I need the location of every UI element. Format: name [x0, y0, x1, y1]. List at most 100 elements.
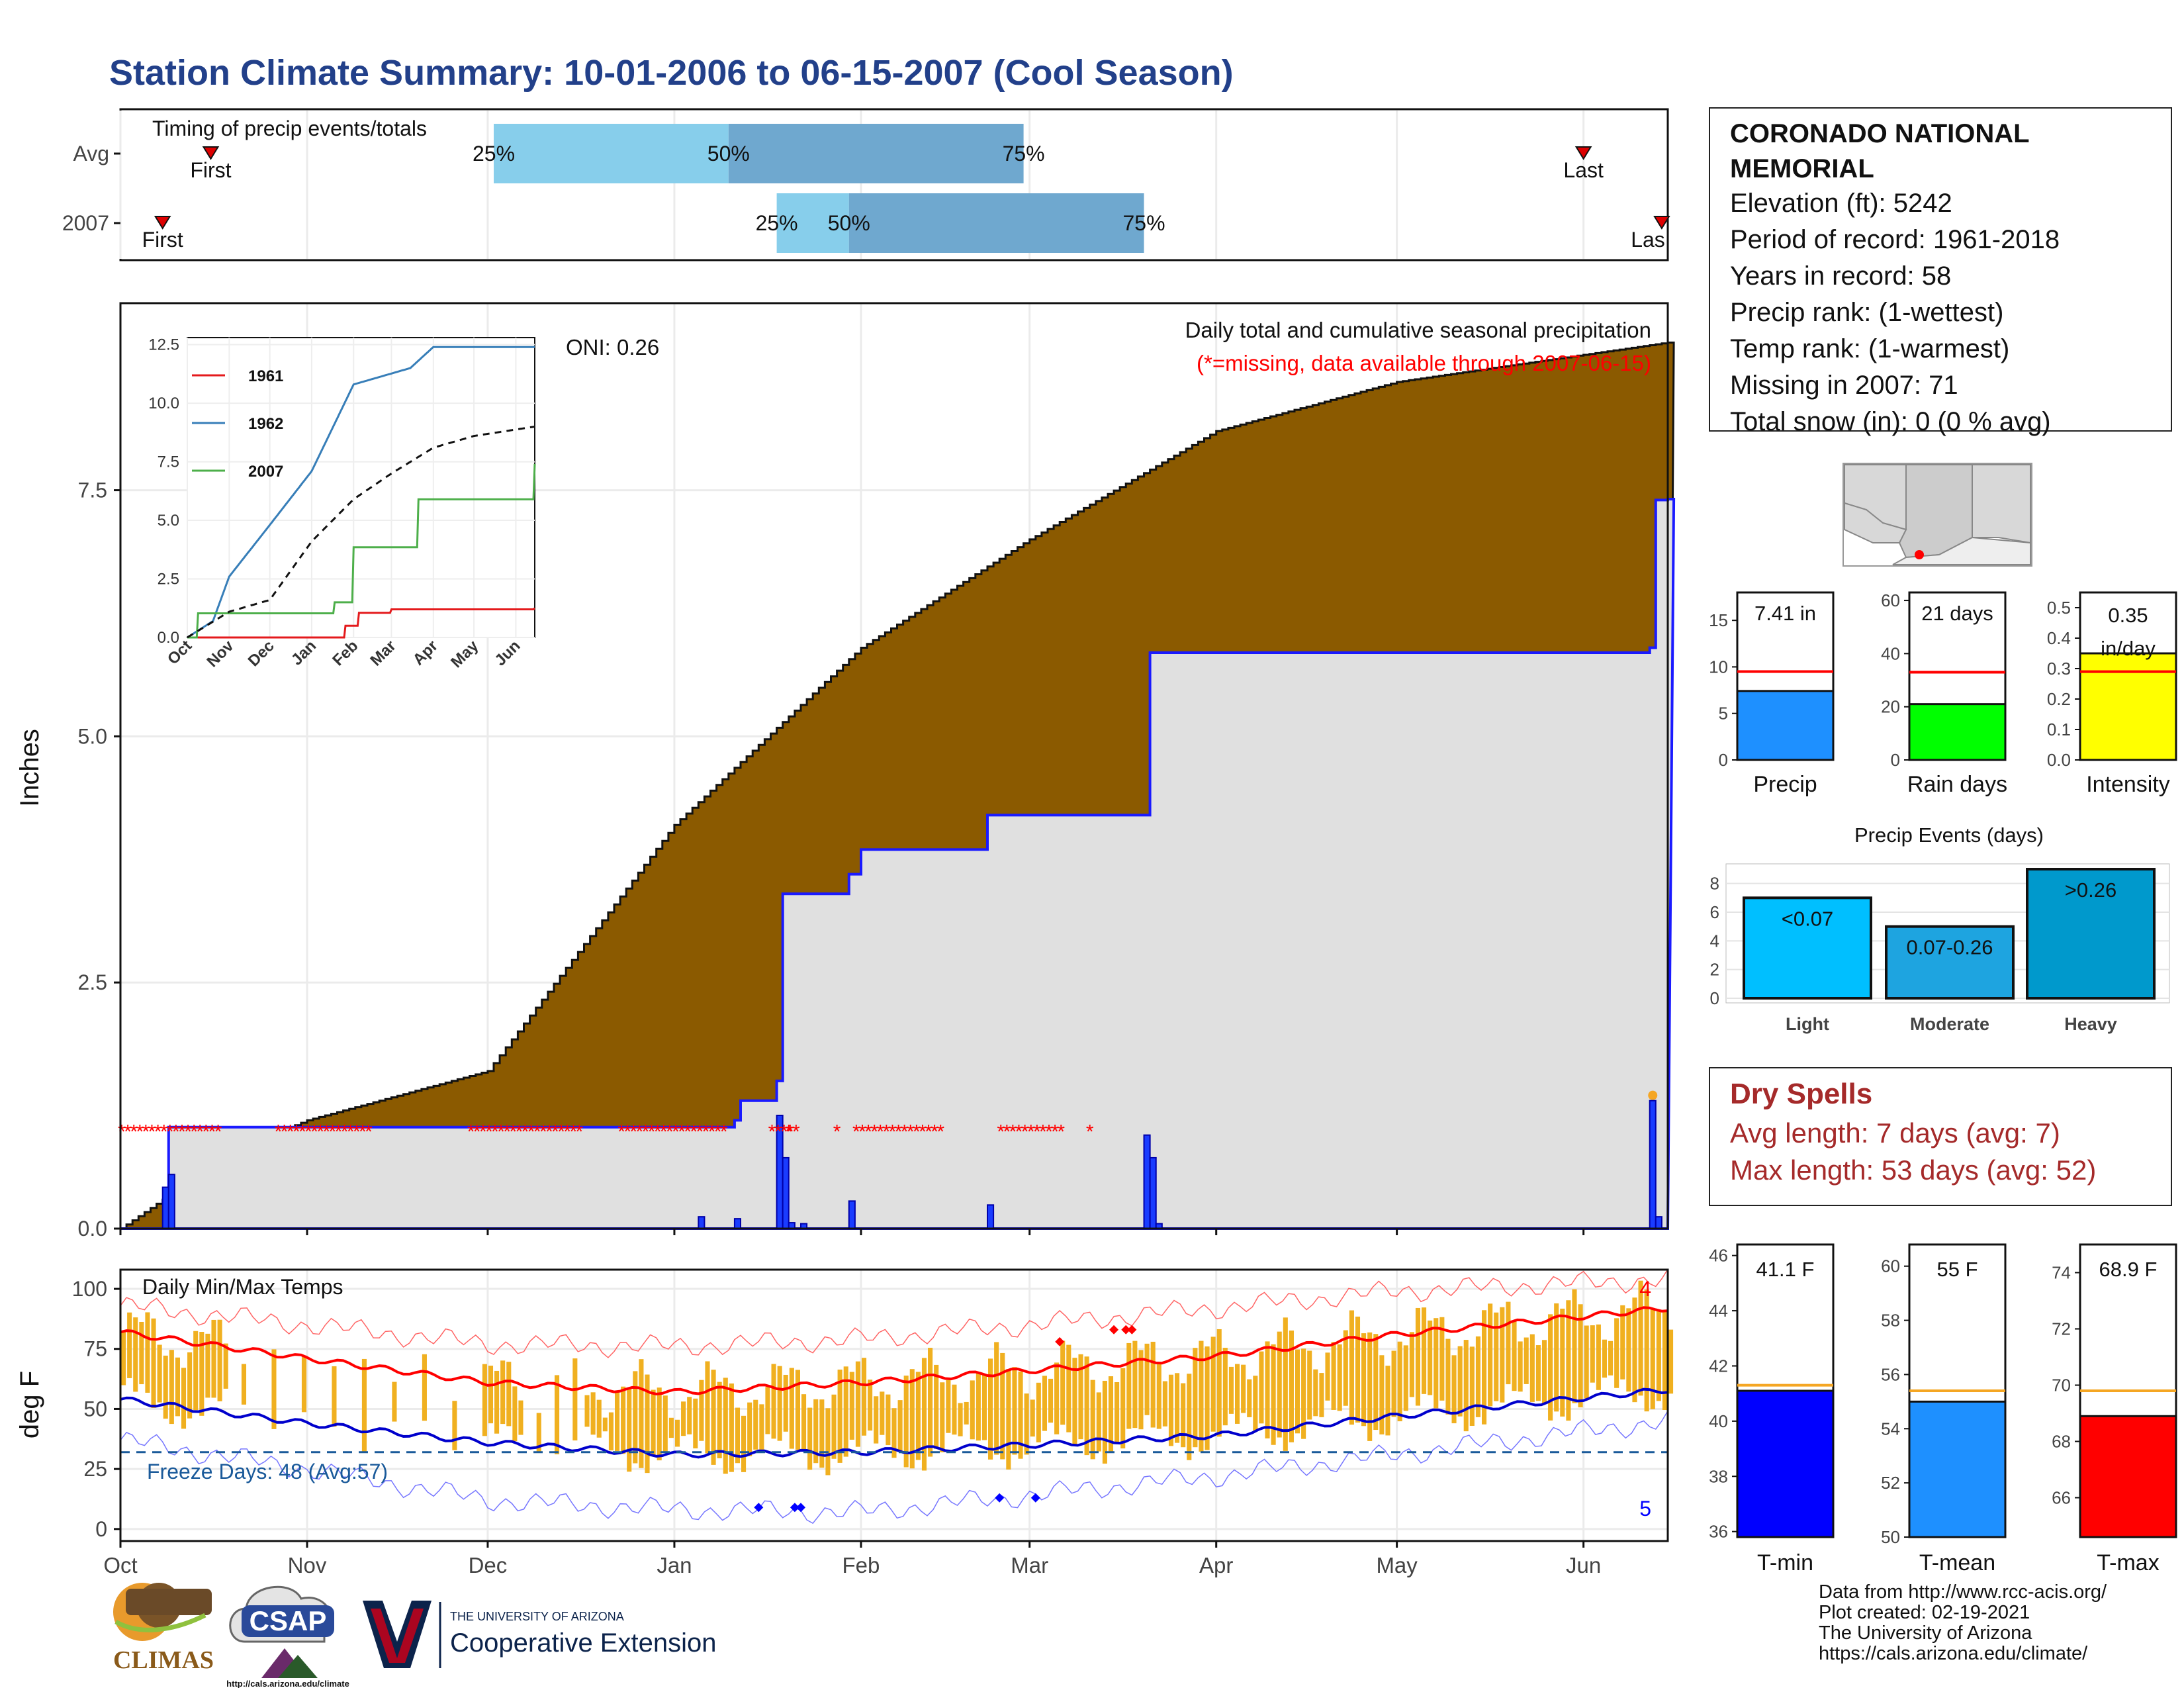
- missing-data-mark: *: [684, 1121, 692, 1143]
- daily-precip-bar: [1649, 1100, 1657, 1229]
- daily-temp-bar: [494, 1370, 500, 1434]
- daily-temp-bar: [1205, 1346, 1210, 1450]
- daily-temp-bar: [1283, 1317, 1288, 1451]
- daily-temp-bar: [506, 1362, 512, 1427]
- dry-spells-avg: Avg length: 7 days (avg: 7): [1730, 1117, 2060, 1149]
- mini-bar-value: [1908, 703, 2007, 761]
- missing-data-mark: *: [551, 1121, 559, 1143]
- daily-temp-bar: [1403, 1345, 1408, 1411]
- mini-bar-y-tick-label: 0.3: [2047, 659, 2071, 679]
- missing-data-mark: *: [184, 1121, 192, 1143]
- daily-temp-bar: [422, 1354, 427, 1421]
- daily-temp-bar: [657, 1387, 662, 1461]
- daily-temp-bar: [645, 1374, 650, 1474]
- daily-temp-bar: [1422, 1307, 1427, 1394]
- daily-temp-bar: [211, 1319, 216, 1398]
- daily-temp-bar: [940, 1382, 945, 1453]
- missing-data-mark: *: [341, 1121, 349, 1143]
- missing-data-mark: *: [1051, 1121, 1059, 1143]
- missing-data-mark: *: [172, 1121, 180, 1143]
- daily-temp-bar: [1662, 1311, 1667, 1411]
- daily-temp-bar: [1126, 1342, 1132, 1429]
- mini-bar-value: [2079, 652, 2177, 761]
- daily-precip-bar: [848, 1200, 856, 1229]
- record-low-marker: [754, 1503, 764, 1513]
- daily-temp-bar: [1175, 1373, 1180, 1443]
- missing-data-mark: *: [889, 1121, 897, 1143]
- daily-temp-bar: [813, 1399, 819, 1464]
- timing-q75-label: 75%: [1123, 211, 1165, 235]
- daily-temp-bar: [1560, 1308, 1565, 1417]
- missing-data-mark: *: [275, 1121, 283, 1143]
- temp-y-tick-label: 100: [72, 1277, 107, 1301]
- daily-temp-bar: [1518, 1341, 1523, 1392]
- missing-data-mark: *: [1086, 1121, 1094, 1143]
- ua-logo-big: Cooperative Extension: [450, 1628, 716, 1658]
- temp-mini-value-label: 68.9 F: [2099, 1258, 2158, 1281]
- missing-data-mark: *: [936, 1121, 944, 1143]
- daily-temp-bar: [958, 1403, 963, 1436]
- daily-temp-bar: [1301, 1348, 1306, 1439]
- daily-temp-bar: [1156, 1364, 1161, 1429]
- daily-temp-bar: [771, 1364, 776, 1439]
- csap-logo: CSAP http://cals.arizona.edu/climate: [226, 1585, 349, 1688]
- missing-data-mark: *: [304, 1121, 312, 1143]
- missing-data-mark: *: [858, 1121, 866, 1143]
- station-missing: Missing in 2007: 71: [1730, 371, 1958, 400]
- daily-temp-bar: [452, 1401, 457, 1450]
- missing-data-mark: *: [1009, 1121, 1017, 1143]
- daily-temp-bar: [891, 1408, 897, 1458]
- temp-y-tick-label: 0: [95, 1517, 107, 1541]
- missing-data-mark: *: [124, 1121, 132, 1143]
- inset-y-tick-label: 7.5: [158, 453, 179, 471]
- daily-temp-bar: [753, 1399, 758, 1450]
- missing-data-mark: *: [648, 1121, 656, 1143]
- daily-temp-bar: [994, 1342, 999, 1455]
- missing-data-mark: *: [293, 1121, 300, 1143]
- daily-temp-bar: [1181, 1383, 1186, 1448]
- page-title: Station Climate Summary: 10-01-2006 to 0…: [109, 53, 1234, 93]
- inset-legend-label: 1962: [248, 415, 283, 433]
- missing-data-mark: *: [503, 1121, 511, 1143]
- missing-data-mark: *: [883, 1121, 891, 1143]
- daily-temp-bar: [759, 1404, 764, 1453]
- missing-data-mark: *: [130, 1121, 138, 1143]
- daily-temp-bar: [639, 1359, 644, 1468]
- timing-q50-label: 50%: [828, 211, 870, 235]
- daily-temp-bar: [668, 1417, 674, 1438]
- daily-temp-bar: [1554, 1303, 1559, 1412]
- daily-temp-bar: [500, 1360, 506, 1425]
- daily-temp-bar: [1228, 1366, 1234, 1414]
- inset-y-tick-label: 0.0: [158, 629, 179, 647]
- missing-data-mark: *: [780, 1121, 788, 1143]
- daily-temp-bar: [1439, 1317, 1445, 1401]
- event-bar: [1743, 896, 1872, 1000]
- mini-bar-y-tick-label: 20: [1881, 697, 1900, 717]
- record-high-marker: [1127, 1325, 1137, 1335]
- timing-first-marker: [202, 146, 220, 160]
- station-marker: [1915, 550, 1924, 559]
- daily-temp-bar: [915, 1372, 921, 1460]
- daily-precip-bar: [167, 1174, 175, 1230]
- daily-temp-bar: [536, 1413, 541, 1453]
- event-bar-range-label: 0.07-0.26: [1907, 936, 1993, 959]
- station-name-line2: MEMORIAL: [1730, 154, 1874, 183]
- mini-bar-y-tick-label: 60: [1881, 590, 1900, 610]
- credit-line: https://cals.arizona.edu/climate/: [1819, 1643, 2088, 1664]
- event-bar-category-label: Light: [1786, 1014, 1829, 1034]
- daily-temp-bar: [855, 1361, 860, 1447]
- missing-data-mark: *: [678, 1121, 686, 1143]
- mini-bar-label: Rain days: [1907, 772, 2007, 797]
- daily-temp-bar: [1072, 1358, 1077, 1446]
- missing-data-mark: *: [557, 1121, 565, 1143]
- missing-data-mark: *: [895, 1121, 903, 1143]
- temp-mini-y-tick-label: 52: [1881, 1473, 1900, 1493]
- daily-temp-bar: [1620, 1305, 1625, 1380]
- missing-data-mark: *: [576, 1121, 584, 1143]
- missing-data-mark: *: [148, 1121, 156, 1143]
- inset-series-line: [187, 607, 535, 639]
- daily-temp-bar: [741, 1415, 747, 1472]
- mini-bar-label: Precip: [1753, 772, 1817, 797]
- daily-temp-bar: [1349, 1310, 1354, 1425]
- daily-precip-bar: [1149, 1156, 1157, 1230]
